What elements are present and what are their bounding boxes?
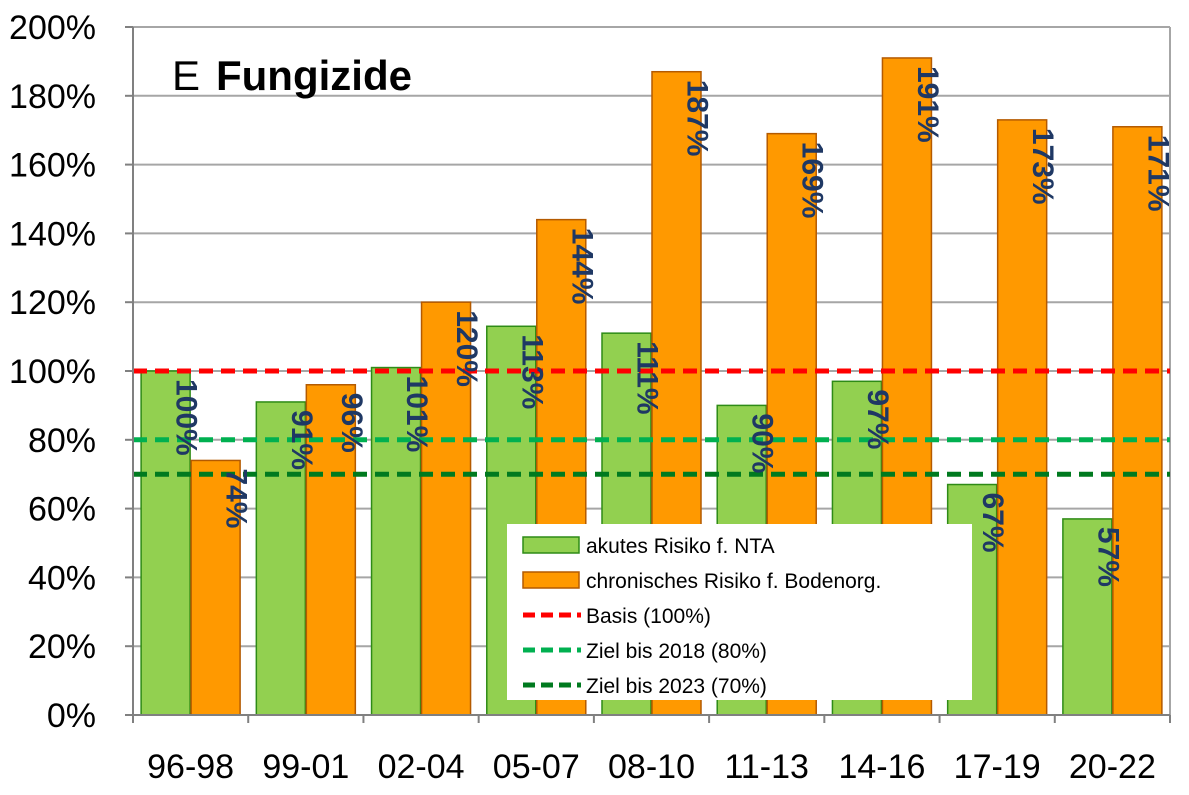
bar-akutes-risiko — [370, 366, 422, 716]
data-label: 67% — [976, 493, 1009, 553]
bar-akutes-risiko — [140, 370, 191, 716]
data-label: 90% — [746, 413, 779, 473]
legend-label: Ziel bis 2018 (80%) — [586, 640, 767, 663]
y-tick-label: 100% — [9, 353, 96, 391]
data-label: 57% — [1091, 527, 1124, 587]
legend-label: chronisches Risiko f. Bodenorg. — [586, 570, 881, 593]
data-labels: 100% 74% 91% 96% 101% 120% 113% 144% 111% 187% 90%… — [170, 66, 1175, 587]
x-tick-label: 17-19 — [954, 748, 1041, 786]
data-label: 173% — [1026, 128, 1059, 205]
x-tick-label: 20-22 — [1069, 748, 1156, 786]
x-tick-label: 14-16 — [838, 748, 925, 786]
data-label: 101% — [400, 376, 433, 453]
legend-swatch — [522, 571, 580, 589]
legend-box — [507, 524, 972, 700]
y-tick-label: 0% — [47, 697, 96, 735]
y-tick-label: 40% — [28, 559, 96, 597]
bar-akutes-risiko — [255, 401, 307, 716]
x-tick-label: 02-04 — [378, 748, 465, 786]
x-tick-label: 05-07 — [493, 748, 580, 786]
chart-panel-letter: E — [172, 52, 200, 99]
bar-chronisches-risiko — [996, 119, 1048, 716]
data-label: 171% — [1141, 135, 1174, 212]
data-label: 96% — [335, 393, 368, 453]
y-tick-label: 200% — [9, 9, 96, 47]
legend-label: Basis (100%) — [586, 605, 711, 628]
bar-chronisches-risiko — [190, 459, 241, 716]
y-tick-label: 160% — [9, 147, 96, 185]
reference-lines — [133, 368, 1170, 477]
y-tick-label: 60% — [28, 491, 96, 529]
bar-akutes-risiko — [1062, 518, 1113, 716]
legend-swatch — [522, 536, 580, 554]
legend-label: akutes Risiko f. NTA — [586, 535, 775, 558]
data-label: 144% — [565, 228, 598, 305]
y-tick-label: 180% — [9, 78, 96, 116]
data-label: 100% — [170, 379, 203, 456]
x-tick-label: 96-98 — [147, 748, 234, 786]
x-tick-label: 99-01 — [262, 748, 349, 786]
data-label: 191% — [911, 66, 944, 143]
data-label: 187% — [681, 80, 714, 157]
data-label: 74% — [220, 468, 253, 528]
y-tick-label: 20% — [28, 628, 96, 666]
x-axis-ticks: 96-98 99-01 02-04 05-07 08-10 11-13 14-16 17-19… — [147, 715, 1171, 786]
bar-chronisches-risiko — [1112, 126, 1163, 716]
data-label: 111% — [631, 341, 664, 414]
axes — [125, 27, 1170, 723]
legend: akutes Risiko f. NTA chronisches Risiko f… — [507, 524, 972, 700]
legend-label: Ziel bis 2023 (70%) — [586, 675, 767, 698]
data-label: 97% — [861, 389, 894, 449]
data-label: 169% — [796, 142, 829, 219]
y-tick-label: 120% — [9, 284, 96, 322]
x-tick-label: 08-10 — [608, 748, 695, 786]
y-tick-label: 140% — [9, 215, 96, 253]
x-tick-label: 11-13 — [725, 748, 809, 786]
chart-title: E Fungizide — [172, 52, 412, 99]
y-axis-ticks: 0% 20% 40% 60% 80% 100% 120% 140% 160% 180% 200% — [9, 9, 133, 735]
y-tick-label: 80% — [28, 422, 96, 460]
data-label: 120% — [450, 310, 483, 387]
data-label: 113% — [515, 334, 548, 409]
chart-title-text: Fungizide — [216, 52, 412, 99]
data-label: 91% — [285, 410, 318, 470]
